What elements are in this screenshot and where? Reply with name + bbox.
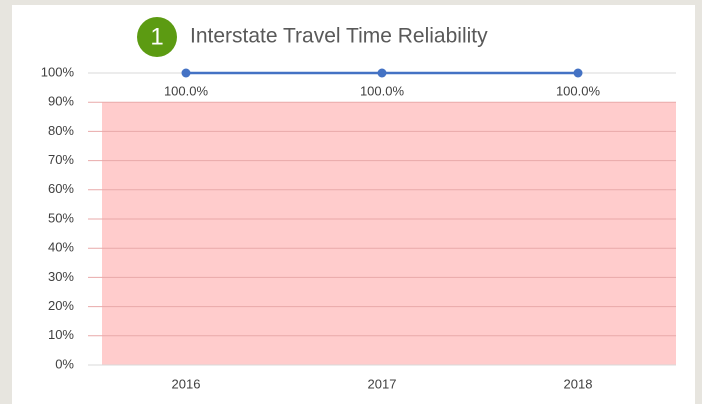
y-tick-label: 40% xyxy=(48,240,74,255)
data-label: 100.0% xyxy=(556,83,601,98)
y-tick-label: 100% xyxy=(41,64,75,79)
chart-title: Interstate Travel Time Reliability xyxy=(190,25,488,48)
x-tick-label: 2018 xyxy=(564,376,593,391)
shaded-range xyxy=(102,102,676,365)
data-point xyxy=(181,68,191,78)
badge-circle xyxy=(137,17,177,57)
data-point xyxy=(377,68,387,78)
y-tick-label: 60% xyxy=(48,181,74,196)
data-label: 100.0% xyxy=(360,83,405,98)
y-tick-label: 20% xyxy=(48,298,74,313)
y-tick-label: 90% xyxy=(48,94,74,109)
x-tick-label: 2016 xyxy=(172,376,201,391)
badge-number: 1 xyxy=(150,23,163,50)
data-label: 100.0% xyxy=(164,83,209,98)
data-point xyxy=(573,68,583,78)
y-tick-label: 70% xyxy=(48,152,74,167)
y-tick-label: 0% xyxy=(55,356,74,371)
x-tick-label: 2017 xyxy=(368,376,397,391)
y-tick-label: 10% xyxy=(48,327,74,342)
y-tick-label: 80% xyxy=(48,123,74,138)
y-tick-label: 30% xyxy=(48,269,74,284)
y-tick-label: 50% xyxy=(48,210,74,225)
